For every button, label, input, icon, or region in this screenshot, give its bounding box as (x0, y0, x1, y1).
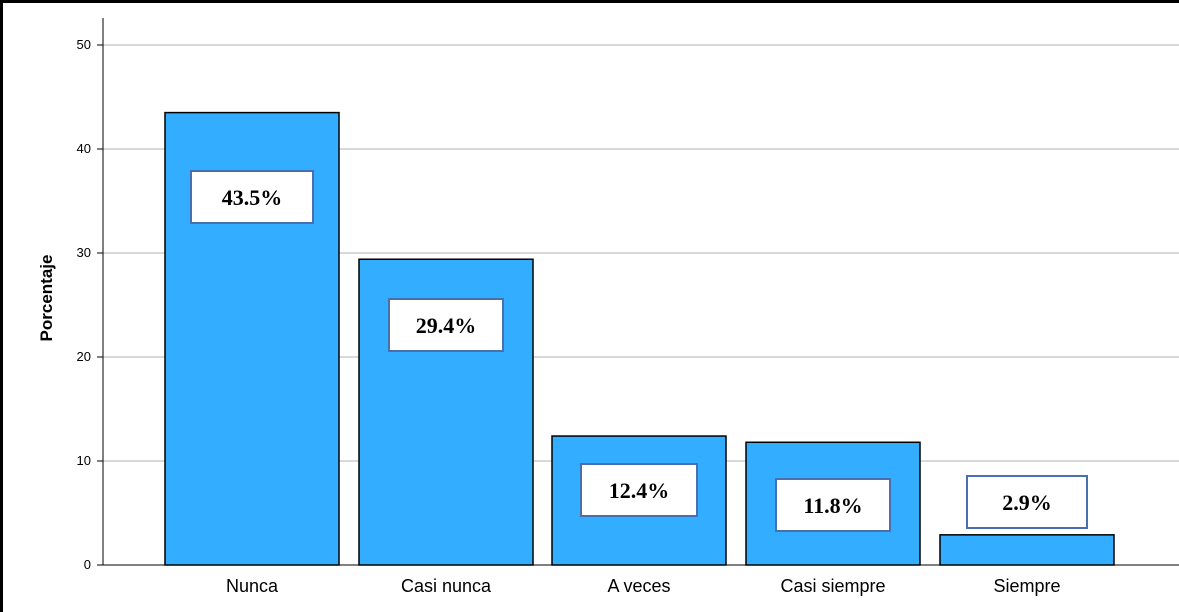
y-tick-label: 10 (77, 453, 91, 468)
data-label-box (190, 170, 314, 224)
y-tick-label: 30 (77, 245, 91, 260)
data-label: 29.4% (416, 313, 477, 338)
y-axis-ticks: 0 10 20 30 40 50 (77, 37, 103, 572)
data-label: 12.4% (609, 478, 670, 503)
data-label: 11.8% (803, 493, 862, 518)
y-tick-label: 20 (77, 349, 91, 364)
y-tick-label: 40 (77, 141, 91, 156)
data-label: 43.5% (222, 185, 283, 210)
x-tick-label: Siempre (993, 576, 1060, 596)
x-tick-label: Casi nunca (401, 576, 492, 596)
x-tick-label: Nunca (226, 576, 279, 596)
data-label-box (580, 463, 698, 517)
x-tick-label: A veces (607, 576, 670, 596)
bar (939, 534, 1115, 566)
data-label-box (388, 298, 504, 352)
x-tick-label: Casi siempre (780, 576, 885, 596)
x-axis-tick-labels: Nunca Casi nunca A veces Casi siempre Siempr… (226, 576, 1061, 596)
data-label-box (966, 475, 1088, 529)
data-labels: 43.5% 29.4% 12.4% 11.8% 2.9% (190, 170, 1088, 532)
data-label: 2.9% (1002, 490, 1052, 515)
data-label-box (775, 478, 891, 532)
y-axis-label: Porcentaje (37, 255, 56, 342)
y-tick-label: 0 (84, 557, 91, 572)
y-tick-label: 50 (77, 37, 91, 52)
